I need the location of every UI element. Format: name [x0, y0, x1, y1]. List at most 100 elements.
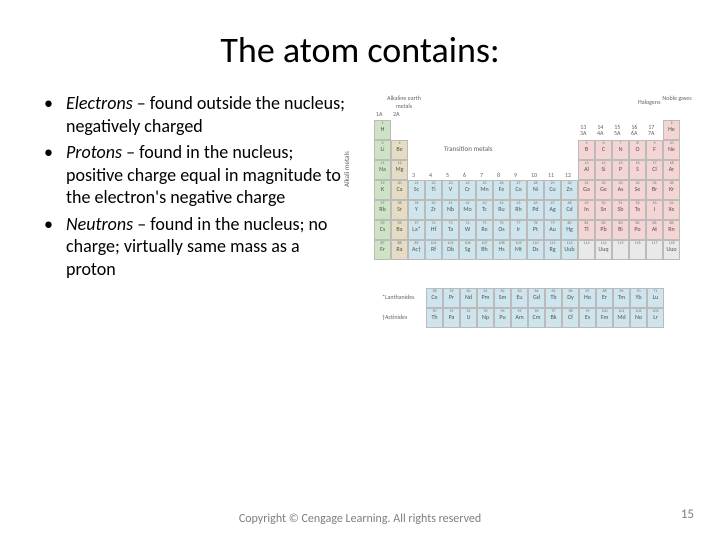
element-cell: 70Yb: [630, 288, 647, 308]
element-cell: 20Ca: [391, 180, 408, 200]
term: Protons: [66, 141, 122, 163]
element-cell: 79Au: [544, 220, 561, 240]
group-number: 7: [480, 171, 483, 179]
group-label: 15 5A: [614, 124, 621, 136]
bullet-list: Electrons – found outside the nucleus; n…: [40, 92, 348, 352]
element-cell: 38Sr: [391, 200, 408, 220]
element-cell: 37Rb: [374, 200, 391, 220]
element-cell: 78Pt: [527, 220, 544, 240]
element-cell: 85At: [646, 220, 663, 240]
group-number: 9: [514, 171, 517, 179]
element-cell: 112Uub: [561, 240, 578, 260]
element-cell: 80Hg: [561, 220, 578, 240]
element-cell: 64Gd: [528, 288, 545, 308]
element-cell: 111Rg: [544, 240, 561, 260]
term: Electrons: [66, 92, 133, 114]
element-cell: 31Ga: [578, 180, 595, 200]
element-cell: 90Th: [426, 308, 443, 328]
element-cell: 98Cf: [562, 308, 579, 328]
element-cell: 104Rf: [425, 240, 442, 260]
element-cell: 115: [612, 240, 629, 260]
actinides-label: †Actinides: [382, 313, 407, 321]
element-cell: 68Er: [596, 288, 613, 308]
element-cell: 109Mt: [510, 240, 527, 260]
element-cell: 54Xe: [663, 200, 680, 220]
element-cell: 11Na: [374, 160, 391, 180]
element-cell: 47Ag: [544, 200, 561, 220]
element-cell: 58Ce: [426, 288, 443, 308]
element-cell: 71Lu: [647, 288, 664, 308]
group-number: 8: [497, 171, 500, 179]
element-cell: 113: [578, 240, 595, 260]
element-cell: 94Pu: [494, 308, 511, 328]
periodic-table: Alkali metals Transition metals Alkaline…: [356, 92, 696, 352]
element-cell: 12Mg: [391, 160, 408, 180]
element-cell: 76Os: [493, 220, 510, 240]
group-number: 12: [565, 171, 571, 179]
element-cell: 118Uuo: [663, 240, 680, 260]
element-cell: 10Ne: [663, 140, 680, 160]
element-cell: 56Ba: [391, 220, 408, 240]
element-cell: 27Co: [510, 180, 527, 200]
element-cell: 18Ar: [663, 160, 680, 180]
copyright-footer: Copyright © Cengage Learning. All rights…: [0, 512, 720, 526]
element-cell: 48Cd: [561, 200, 578, 220]
noble-label: Noble gases: [662, 94, 692, 102]
element-cell: 102No: [630, 308, 647, 328]
element-cell: 21Sc: [408, 180, 425, 200]
element-cell: 55Cs: [374, 220, 391, 240]
group-number: 4: [429, 171, 432, 179]
element-cell: 13Al: [578, 160, 595, 180]
element-cell: 24Cr: [459, 180, 476, 200]
element-cell: 1H: [374, 120, 391, 140]
element-cell: 95Am: [511, 308, 528, 328]
group-number: 11: [548, 171, 554, 179]
page-number: 15: [681, 507, 694, 522]
alkali-label: Alkali metals: [342, 151, 351, 187]
element-cell: 100Fm: [596, 308, 613, 328]
element-cell: 9F: [646, 140, 663, 160]
group-label: 16 6A: [631, 124, 638, 136]
group-number: 10: [531, 171, 537, 179]
element-cell: 77Ir: [510, 220, 527, 240]
element-cell: 61Pm: [477, 288, 494, 308]
element-cell: 93Np: [477, 308, 494, 328]
element-cell: 86Rn: [663, 220, 680, 240]
term: Neutrons: [66, 213, 133, 235]
element-cell: 91Pa: [443, 308, 460, 328]
element-cell: 75Re: [476, 220, 493, 240]
element-cell: 22Ti: [425, 180, 442, 200]
element-cell: 107Bh: [476, 240, 493, 260]
element-cell: 117: [646, 240, 663, 260]
element-cell: 36Kr: [663, 180, 680, 200]
element-cell: 50Sn: [595, 200, 612, 220]
element-cell: 32Ge: [595, 180, 612, 200]
element-cell: 5B: [578, 140, 595, 160]
element-cell: 74W: [459, 220, 476, 240]
group-label: 1A: [376, 110, 383, 118]
element-cell: 103Lr: [647, 308, 664, 328]
element-cell: 40Zr: [425, 200, 442, 220]
element-cell: 83Bi: [612, 220, 629, 240]
element-cell: 88Ra: [391, 240, 408, 260]
group-label: 2A: [393, 110, 400, 118]
group-number: 3: [412, 171, 415, 179]
element-cell: 97Bk: [545, 308, 562, 328]
element-cell: 81Tl: [578, 220, 595, 240]
element-cell: 15P: [612, 160, 629, 180]
element-cell: 43Tc: [476, 200, 493, 220]
element-cell: 16S: [629, 160, 646, 180]
element-cell: 14Si: [595, 160, 612, 180]
group-number: 5: [446, 171, 449, 179]
element-cell: 108Hs: [493, 240, 510, 260]
element-cell: 23V: [442, 180, 459, 200]
element-cell: 67Ho: [579, 288, 596, 308]
element-cell: 65Tb: [545, 288, 562, 308]
element-cell: 110Ds: [527, 240, 544, 260]
element-cell: 30Zn: [561, 180, 578, 200]
element-cell: 60Nd: [460, 288, 477, 308]
element-cell: 41Nb: [442, 200, 459, 220]
element-cell: 2He: [663, 120, 680, 140]
halogens-label: Halogens: [638, 98, 660, 106]
element-cell: 72Hf: [425, 220, 442, 240]
